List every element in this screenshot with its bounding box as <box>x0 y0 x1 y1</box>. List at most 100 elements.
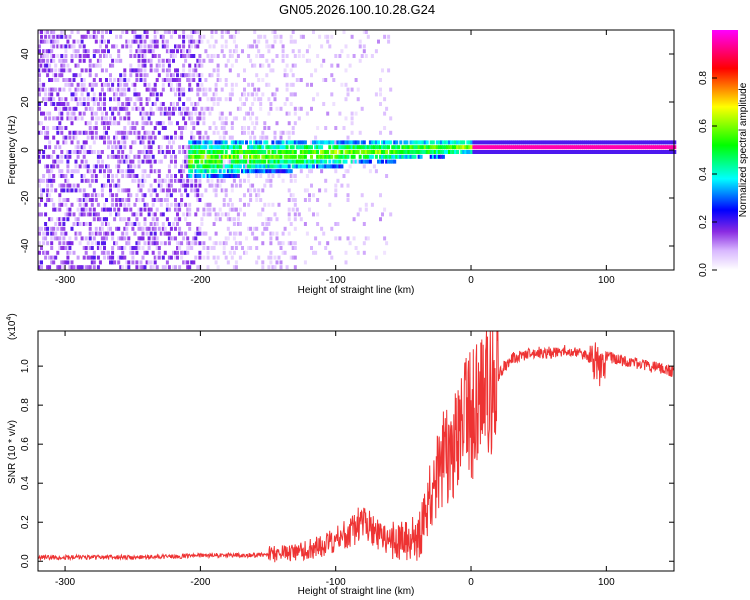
heatmap-cell <box>50 78 54 82</box>
heatmap-cell <box>196 193 200 198</box>
heatmap-cell <box>129 174 133 178</box>
heatmap-cell <box>82 111 86 116</box>
heatmap-cell <box>423 140 427 145</box>
colorbar-label: Normalized spectral amplitude <box>738 82 749 217</box>
heatmap-cell <box>322 159 326 164</box>
heatmap-cell <box>238 231 242 236</box>
heatmap-cell <box>96 231 100 236</box>
heatmap-cell <box>70 265 74 270</box>
heatmap-cell <box>76 265 80 270</box>
heatmap-cell <box>230 164 234 169</box>
heatmap-cell <box>259 174 263 178</box>
heatmap-cell <box>137 39 141 44</box>
heatmap-cell <box>295 159 299 164</box>
heatmap-cell <box>234 58 238 63</box>
heatmap-cell <box>98 217 102 222</box>
heatmap-cell <box>226 174 230 178</box>
heatmap-cell <box>107 250 110 255</box>
heatmap-cell <box>202 92 206 97</box>
heatmap-cell <box>167 111 171 116</box>
heatmap-cell <box>340 49 344 54</box>
heatmap-cell <box>92 217 96 222</box>
heatmap-cell <box>115 97 119 102</box>
heatmap-cell <box>180 126 184 130</box>
heatmap-cell <box>72 169 76 174</box>
heatmap-cell <box>326 164 330 169</box>
heatmap-cell <box>316 150 320 154</box>
heatmap-cell <box>86 30 90 34</box>
heatmap-cell <box>54 68 58 73</box>
heatmap-cell <box>236 140 240 145</box>
heatmap-cell <box>46 73 50 78</box>
heatmap-cell <box>190 145 194 150</box>
heatmap-cell <box>210 159 214 164</box>
heatmap-cell <box>285 97 289 102</box>
heatmap-cell <box>253 39 257 44</box>
heatmap-cell <box>178 231 182 236</box>
heatmap-cell <box>88 246 92 250</box>
heatmap-cell <box>649 150 652 154</box>
heatmap-cell <box>255 260 259 265</box>
heatmap-cell <box>202 87 206 92</box>
heatmap-cell <box>176 82 179 87</box>
heatmap-cell <box>38 178 41 183</box>
heatmap-cell <box>299 150 303 154</box>
snr-panel: -300 -200 -100 0 100 0.00.20.40.60.81.0 Heig… <box>6 313 675 597</box>
heatmap-cell <box>153 102 157 106</box>
heatmap-cell <box>117 226 121 231</box>
heatmap-cell <box>291 140 295 145</box>
heatmap-cell <box>358 159 362 164</box>
heatmap-cell <box>659 140 663 145</box>
heatmap-cell <box>90 82 94 87</box>
heatmap-cell <box>377 150 380 154</box>
heatmap-cell <box>452 145 456 150</box>
heatmap-cell <box>279 39 283 44</box>
heatmap-cell <box>139 102 143 106</box>
heatmap-cell <box>322 164 326 169</box>
heatmap-cell <box>70 82 74 87</box>
heatmap-cell <box>123 202 127 207</box>
heatmap-cell <box>178 150 182 154</box>
heatmap-cell <box>88 183 92 188</box>
heatmap-cell <box>50 217 54 222</box>
heatmap-cell <box>348 63 352 68</box>
heatmap-cell <box>174 236 177 241</box>
heatmap-cell <box>182 102 186 106</box>
heatmap-cell <box>58 58 62 63</box>
heatmap-cell <box>127 193 131 198</box>
heatmap-cell <box>90 246 94 250</box>
heatmap-cell <box>200 39 204 44</box>
heatmap-cell <box>204 164 208 169</box>
heatmap-cell <box>76 198 80 202</box>
heatmap-cell <box>389 116 393 121</box>
heatmap-cell <box>448 150 451 154</box>
heatmap-cell <box>405 145 409 150</box>
heatmap-cell <box>38 30 41 34</box>
heatmap-cell <box>42 58 46 63</box>
heatmap-cell <box>54 222 58 226</box>
heatmap-cell <box>48 68 52 73</box>
heatmap-cell <box>100 222 104 226</box>
heatmap-cell <box>96 193 100 198</box>
heatmap-cell <box>324 188 328 193</box>
heatmap-cell <box>330 92 334 97</box>
heatmap-cell <box>161 82 165 87</box>
heatmap-cell <box>194 212 198 217</box>
heatmap-cell <box>245 250 248 255</box>
heatmap-cell <box>620 145 624 150</box>
heatmap-cell <box>172 150 175 154</box>
heatmap-cell <box>153 87 157 92</box>
heatmap-cell <box>293 92 297 97</box>
heatmap-cell <box>100 135 104 140</box>
heatmap-cell <box>238 150 242 154</box>
heatmap-cell <box>115 174 119 178</box>
heatmap-cell <box>334 159 338 164</box>
heatmap-cell <box>212 255 216 260</box>
heatmap-cell <box>194 178 198 183</box>
svg-text:(x104): (x104) <box>6 313 18 340</box>
heatmap-cell <box>72 250 76 255</box>
heatmap-cell <box>192 135 196 140</box>
heatmap-cell <box>133 178 137 183</box>
heatmap-cell <box>103 97 106 102</box>
heatmap-cell <box>143 250 147 255</box>
